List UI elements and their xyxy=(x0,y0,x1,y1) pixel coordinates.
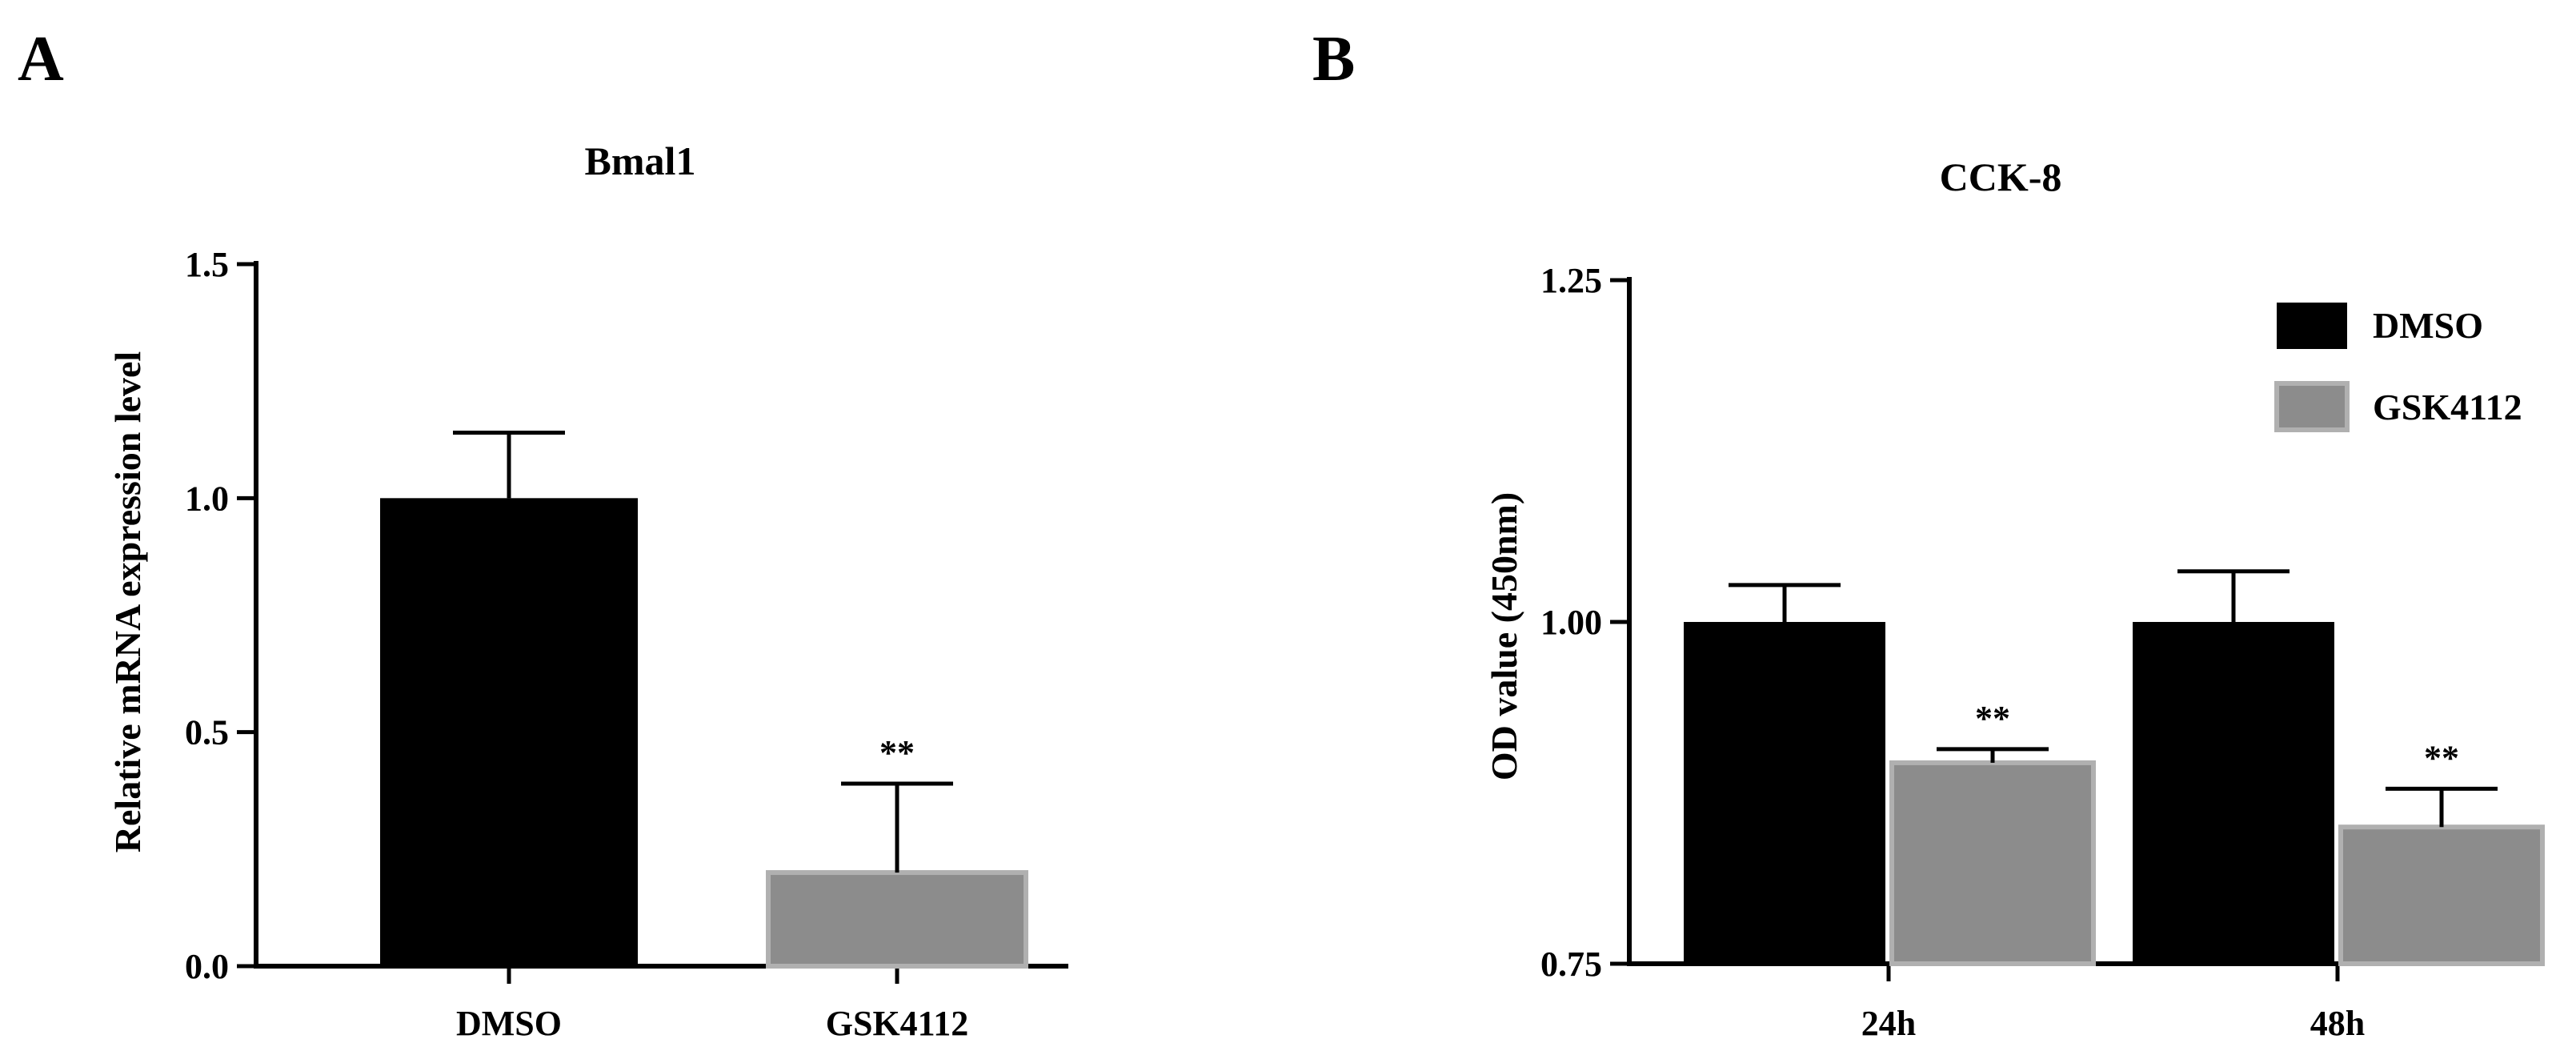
panel-a-y-axis-title: Relative mRNA expression level xyxy=(107,351,148,852)
legend: DMSO GSK4112 xyxy=(2274,303,2522,432)
legend-label-gsk4112: GSK4112 xyxy=(2373,387,2522,427)
panel-b-y-axis-title: OD value (450nm) xyxy=(1484,492,1524,780)
panel-b-bar-dmso-48h xyxy=(2133,622,2334,964)
legend-swatch-dmso xyxy=(2277,303,2347,349)
panel-a-y-tick-label-0: 0.0 xyxy=(185,947,229,986)
panel-a-bar-gsk4112-significance: ** xyxy=(879,733,915,772)
panel-b-bar-gsk4112-24h-significance: ** xyxy=(1975,699,2010,738)
panel-a-letter: A xyxy=(18,24,64,94)
panel-b-x-tick-label-0: 24h xyxy=(1861,1004,1916,1043)
panel-b-bar-gsk4112-24h xyxy=(1889,760,2096,967)
panel-b-bar-dmso-24h xyxy=(1684,622,1885,964)
panel-a-y-tick-label-3: 1.5 xyxy=(185,245,229,284)
panel-b-y-tick-label-1: 1.00 xyxy=(1540,603,1602,642)
panel-a-bar-gsk4112 xyxy=(766,870,1028,969)
panel-b-x-tick-label-1: 48h xyxy=(2310,1004,2365,1043)
panel-b-plot: 0.75 1.00 1.25 ** 24h ** 48h xyxy=(1540,261,2545,1043)
panel-a: A Bmal1 Relative mRNA expression level 0… xyxy=(18,24,1068,1043)
panel-b-bar-gsk4112-48h-significance: ** xyxy=(2424,738,2459,777)
panel-a-title: Bmal1 xyxy=(585,138,696,183)
panel-b-y-tick-label-2: 1.25 xyxy=(1540,261,1602,300)
panel-a-plot: 0.0 0.5 1.0 1.5 DMSO ** GSK4112 xyxy=(185,245,1068,1043)
panel-a-y-tick-label-2: 1.0 xyxy=(185,479,229,518)
panel-b-bar-gsk4112-48h xyxy=(2338,824,2545,966)
panel-a-y-tick-label-1: 0.5 xyxy=(185,713,229,752)
legend-label-dmso: DMSO xyxy=(2373,305,2483,346)
panel-a-x-tick-label-0: DMSO xyxy=(456,1004,562,1043)
panel-b-title: CCK-8 xyxy=(1940,154,2062,199)
panel-a-bar-dmso xyxy=(380,498,638,966)
panel-b: B CCK-8 OD value (450nm) 0.75 1.00 1.25 ** 2… xyxy=(1312,24,2545,1043)
panel-b-y-tick-label-0: 0.75 xyxy=(1540,945,1602,984)
panel-b-letter: B xyxy=(1312,24,1355,94)
legend-swatch-gsk4112 xyxy=(2274,381,2350,432)
panel-a-x-tick-label-1: GSK4112 xyxy=(826,1004,969,1043)
